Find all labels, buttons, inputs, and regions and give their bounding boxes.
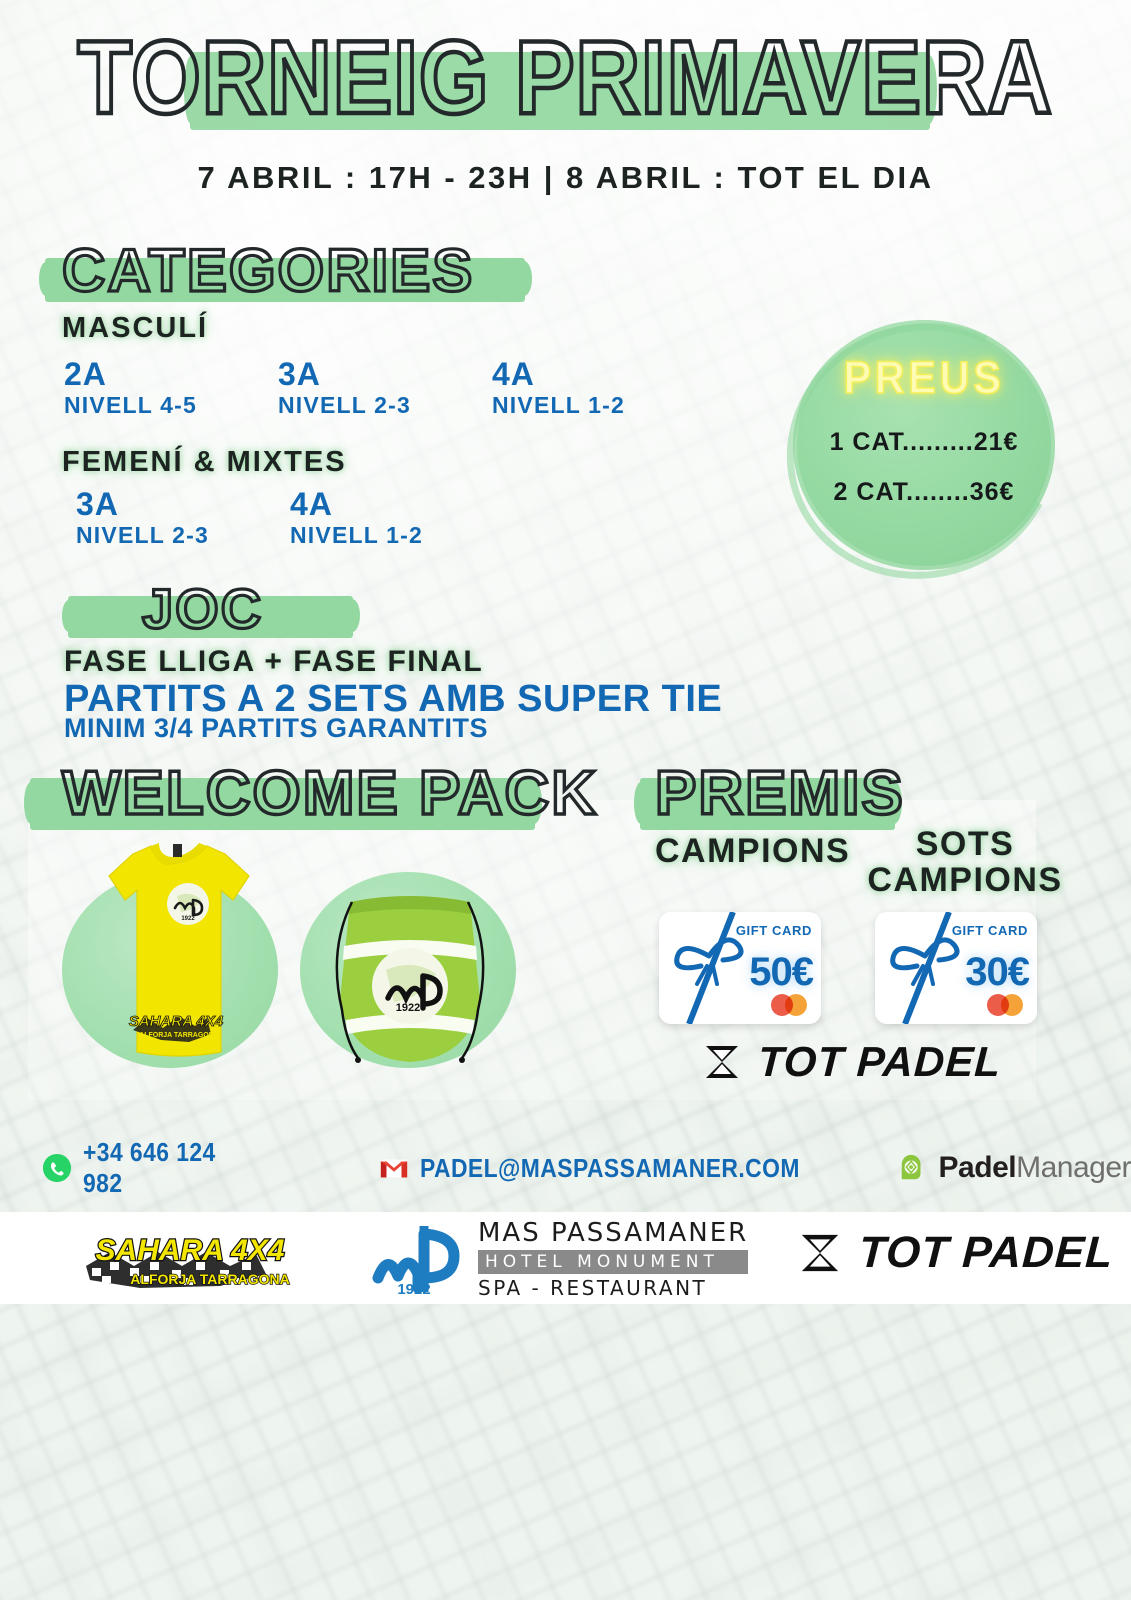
category-level: NIVELL 2-3 — [278, 391, 411, 418]
gift-card-label: GIFT CARD — [735, 923, 812, 938]
mp-monogram-icon: 1922 — [372, 1226, 460, 1298]
category-code: 3A — [76, 486, 119, 522]
bottom-background-band — [0, 1304, 1131, 1600]
padelmanager-wordmark: PadelManager — [939, 1151, 1131, 1185]
sponsor-mp-sub2: SPA - RESTAURANT — [478, 1276, 708, 1300]
padelmanager-brand[interactable]: PadelManager — [898, 1151, 1131, 1185]
tot-padel-logo-icon — [706, 1046, 738, 1078]
padelmanager-word-bold: Padel — [938, 1151, 1017, 1184]
welcome-pack-heading: WELCOME PACK — [60, 757, 599, 829]
category-group-masculi-label: MASCULÍ — [62, 312, 209, 344]
sponsor-tot-padel-name: TOT PADEL — [857, 1228, 1115, 1277]
category-item: 2A NIVELL 4-5 — [64, 356, 278, 419]
gift-card-amount: 30€ — [965, 950, 1030, 994]
joc-highlight-brush — [62, 596, 360, 638]
runner-up-label: SOTS CAMPIONS — [867, 825, 1063, 900]
drawstring-bag-graphic: 1922 — [335, 896, 485, 1063]
categories-highlight-brush — [39, 258, 532, 302]
category-item: 4A NIVELL 1-2 — [492, 356, 706, 419]
contact-bar: +34 646 124 982 PADEL@MASPASSAMANER.COM … — [0, 1132, 1131, 1204]
category-list-femeni: 3A NIVELL 2-3 4A NIVELL 1-2 — [76, 486, 504, 549]
mastercard-icon — [771, 994, 811, 1016]
category-code: 4A — [290, 486, 333, 522]
category-level: NIVELL 2-3 — [76, 521, 209, 548]
category-level: NIVELL 1-2 — [492, 391, 625, 418]
category-level: NIVELL 1-2 — [290, 521, 423, 548]
mp-year: 1922 — [397, 1281, 430, 1298]
tot-padel-wordmark: TOT PADEL — [756, 1038, 1003, 1085]
title-row: TORNEIG PRIMAVERA — [0, 20, 1131, 136]
premis-highlight-brush — [634, 778, 902, 830]
category-item: 3A NIVELL 2-3 — [278, 356, 492, 419]
price-line: 1 CAT.........21€ — [829, 428, 1019, 456]
gift-card-runner-up: GIFT CARD 30€ — [875, 912, 1037, 1024]
joc-guarantee: MINIM 3/4 PARTITS GARANTITS — [64, 713, 489, 743]
joc-heading: JOC — [140, 575, 264, 641]
tot-padel-prize-brand: TOT PADEL — [700, 1038, 1003, 1086]
svg-text:1922: 1922 — [396, 1002, 420, 1014]
sponsor-sahara-sub: ALFORJA TARRAGONA — [130, 1271, 289, 1287]
category-item: 3A NIVELL 2-3 — [76, 486, 290, 549]
category-code: 2A — [64, 356, 107, 392]
title-highlight-brush — [184, 52, 937, 130]
category-group-femeni-label: FEMENÍ & MIXTES — [62, 446, 347, 478]
event-dates: 7 ABRIL : 17H - 23H | 8 ABRIL : TOT EL D… — [197, 160, 934, 195]
welcome-pack-highlight-brush — [24, 778, 542, 830]
sponsor-tot-padel: TOT PADEL — [795, 1228, 1115, 1278]
gift-card-champion: GIFT CARD 50€ — [659, 912, 821, 1024]
whatsapp-icon — [42, 1153, 72, 1183]
category-code: 4A — [492, 356, 535, 392]
tot-padel-logo-icon — [801, 1234, 839, 1272]
category-item: 4A NIVELL 1-2 — [290, 486, 504, 549]
category-list-masculi: 2A NIVELL 4-5 3A NIVELL 2-3 4A NIVELL 1-… — [64, 356, 706, 419]
svg-text:1922: 1922 — [181, 916, 195, 922]
page-title: TORNEIG PRIMAVERA — [76, 20, 1054, 136]
phone-number: +34 646 124 982 — [83, 1137, 216, 1198]
champions-label: CAMPIONS — [655, 832, 851, 870]
svg-text:SAHARA 4X4: SAHARA 4X4 — [129, 1013, 224, 1030]
price-line: 2 CAT........36€ — [833, 478, 1015, 506]
sponsor-sahara-name: SAHARA 4X4 — [96, 1234, 285, 1267]
mp-wordmark-block: MAS PASSAMANER HOTEL MONUMENT SPA - REST… — [478, 1218, 749, 1300]
premis-heading: PREMIS — [653, 757, 905, 829]
gift-card-label: GIFT CARD — [951, 923, 1028, 938]
mastercard-icon — [987, 994, 1027, 1016]
sponsor-mp-sub: HOTEL MONUMENT — [478, 1250, 749, 1274]
contact-email[interactable]: PADEL@MASPASSAMANER.COM — [379, 1153, 852, 1184]
contact-phone[interactable]: +34 646 124 982 — [42, 1137, 251, 1199]
padelmanager-word-light: Manager — [1016, 1151, 1131, 1184]
svg-text:ALFORJA TARRAGONA: ALFORJA TARRAGONA — [139, 1032, 219, 1039]
prices-badge: PREUS 1 CAT.........21€ 2 CAT........36€ — [793, 320, 1055, 570]
categories-heading: CATEGORIES — [60, 235, 475, 305]
category-code: 3A — [278, 356, 321, 392]
sponsor-sahara-4x4-logo: SAHARA 4X4 ALFORJA TARRAGONA — [86, 1233, 290, 1288]
category-level: NIVELL 4-5 — [64, 391, 197, 418]
joc-phase-text: FASE LLIGA + FASE FINAL — [64, 645, 484, 678]
gift-card-amount: 50€ — [749, 950, 814, 994]
joc-match-format: PARTITS A 2 SETS AMB SUPER TIE — [64, 678, 723, 720]
sponsor-mas-passamaner: 1922 MAS PASSAMANER HOTEL MONUMENT SPA -… — [372, 1218, 749, 1300]
gmail-icon — [380, 1159, 407, 1178]
prices-title: PREUS — [843, 351, 1005, 404]
padelmanager-icon — [901, 1154, 921, 1180]
header: TORNEIG PRIMAVERA 7 ABRIL : 17H - 23H | … — [0, 0, 1131, 210]
tshirt-graphic: 1922 SAHARA 4X4 ALFORJA TARRAGONA — [108, 843, 250, 1057]
sponsor-mp-name: MAS PASSAMANER — [478, 1218, 749, 1248]
email-address: PADEL@MASPASSAMANER.COM — [419, 1152, 800, 1183]
